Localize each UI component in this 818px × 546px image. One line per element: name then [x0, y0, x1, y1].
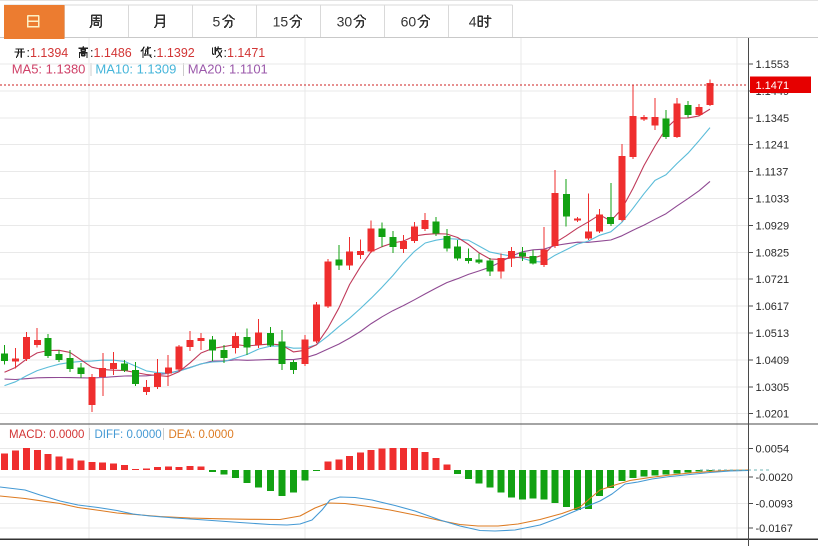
svg-text:1.1471: 1.1471	[227, 46, 265, 60]
svg-text:60: 60	[401, 14, 417, 30]
svg-text:MA10: 1.1309: MA10: 1.1309	[95, 62, 176, 77]
svg-text:1.1471: 1.1471	[756, 80, 790, 92]
svg-text::: :	[153, 46, 156, 60]
svg-text:30: 30	[337, 14, 353, 30]
svg-text:DIFF: 0.0000: DIFF: 0.0000	[95, 429, 162, 441]
svg-text:1.0409: 1.0409	[756, 355, 790, 367]
svg-text:1.1394: 1.1394	[30, 46, 68, 60]
svg-text:MA20: 1.1101: MA20: 1.1101	[188, 62, 268, 77]
svg-text:1.1345: 1.1345	[756, 113, 790, 125]
svg-text:1.0825: 1.0825	[756, 247, 790, 259]
svg-text:1.0617: 1.0617	[756, 301, 790, 313]
svg-text:15: 15	[273, 14, 289, 30]
svg-text:MA5: 1.1380: MA5: 1.1380	[12, 62, 86, 77]
svg-text:1.1137: 1.1137	[756, 167, 789, 179]
svg-text:1.1553: 1.1553	[756, 59, 790, 71]
svg-text:1.0513: 1.0513	[756, 328, 790, 340]
svg-text:-0.0093: -0.0093	[756, 498, 793, 510]
svg-text:1.0721: 1.0721	[756, 274, 790, 286]
svg-text:1.1392: 1.1392	[157, 46, 195, 60]
svg-text:-0.0167: -0.0167	[756, 523, 793, 535]
svg-text::: :	[90, 46, 93, 60]
svg-text:0.0054: 0.0054	[756, 444, 790, 456]
svg-text:1.1033: 1.1033	[756, 194, 790, 206]
svg-text:MACD: 0.0000: MACD: 0.0000	[9, 429, 84, 441]
svg-text:1.0201: 1.0201	[756, 409, 790, 421]
svg-text:1.0305: 1.0305	[756, 382, 790, 394]
svg-text::: :	[27, 46, 30, 60]
svg-text:5: 5	[213, 14, 221, 30]
svg-text::: :	[224, 46, 227, 60]
svg-text:1.0929: 1.0929	[756, 220, 790, 232]
svg-text:4: 4	[469, 14, 477, 30]
svg-text:1.1486: 1.1486	[94, 46, 132, 60]
svg-text:-0.0020: -0.0020	[756, 472, 793, 484]
svg-text:DEA: 0.0000: DEA: 0.0000	[169, 429, 234, 441]
svg-text:1.1241: 1.1241	[756, 140, 790, 152]
